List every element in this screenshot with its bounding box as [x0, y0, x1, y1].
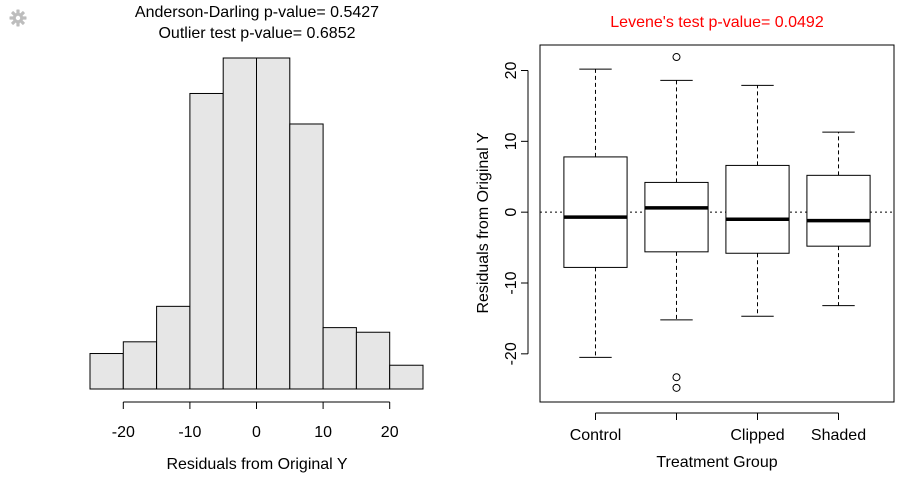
histogram-bar	[322, 327, 357, 390]
boxplot-category-label: Shaded	[811, 427, 866, 444]
histogram-bar	[122, 341, 158, 390]
boxplot-y-tick-label: -20	[503, 342, 520, 365]
iqr-box	[563, 156, 628, 268]
box-group	[806, 131, 871, 307]
boxplot-y-tick-label: 20	[503, 62, 520, 80]
boxplot-y-tick-label: 0	[503, 208, 520, 217]
histogram-x-axis-label: Residuals from Original Y	[166, 456, 347, 473]
histogram-bars	[89, 57, 424, 390]
levene-title: Levene's test p-value= 0.0492	[610, 14, 824, 31]
iqr-box	[644, 181, 709, 253]
histogram-bar	[389, 364, 424, 390]
histogram-x-tick-label: -10	[178, 424, 201, 441]
histogram-x-axis: -20 -10 0 10 20	[112, 401, 399, 441]
histogram-title-line-2: Outlier test p-value= 0.6852	[158, 25, 355, 42]
histogram-x-tick-label: 20	[381, 424, 399, 441]
box-group	[725, 84, 790, 317]
boxplot-y-tick-label: -10	[503, 271, 520, 294]
histogram-bar	[355, 331, 391, 390]
histogram-bar	[189, 92, 224, 390]
outlier-point	[672, 383, 681, 392]
boxplot-category-label: Control	[570, 427, 622, 444]
gear-icon[interactable]	[8, 8, 28, 28]
boxplot-category-label: Clipped	[730, 427, 784, 444]
histogram-title-line-1: Anderson-Darling p-value= 0.5427	[135, 4, 379, 21]
boxplot-x-axis: Control Clipped Shaded	[570, 412, 866, 444]
histogram-x-tick-label: -20	[112, 424, 135, 441]
iqr-box	[725, 164, 790, 254]
box-group	[644, 53, 709, 392]
histogram-bar	[256, 57, 291, 390]
histogram-x-tick-label: 0	[252, 424, 261, 441]
histogram-panel: Anderson-Darling p-value= 0.5427 Outlier…	[89, 4, 424, 473]
outlier-point	[672, 373, 681, 382]
boxplot-plot-frame	[539, 44, 895, 403]
boxplot-panel: Levene's test p-value= 0.0492 -20 -10 0 10 2…	[475, 14, 895, 471]
boxplot-x-axis-label: Treatment Group	[656, 454, 777, 471]
histogram-bar	[156, 305, 191, 390]
boxplot-y-axis: -20 -10 0 10 20	[503, 62, 529, 365]
boxplot-boxes	[563, 53, 871, 392]
boxplot-y-axis-label: Residuals from Original Y	[475, 132, 492, 313]
box-group	[563, 68, 628, 358]
iqr-box	[806, 174, 871, 247]
histogram-x-tick-label: 10	[314, 424, 332, 441]
histogram-bar	[222, 57, 257, 390]
histogram-bar	[289, 123, 324, 390]
outlier-point	[672, 53, 681, 62]
histogram-bar	[89, 353, 124, 390]
boxplot-y-tick-label: 10	[503, 132, 520, 150]
